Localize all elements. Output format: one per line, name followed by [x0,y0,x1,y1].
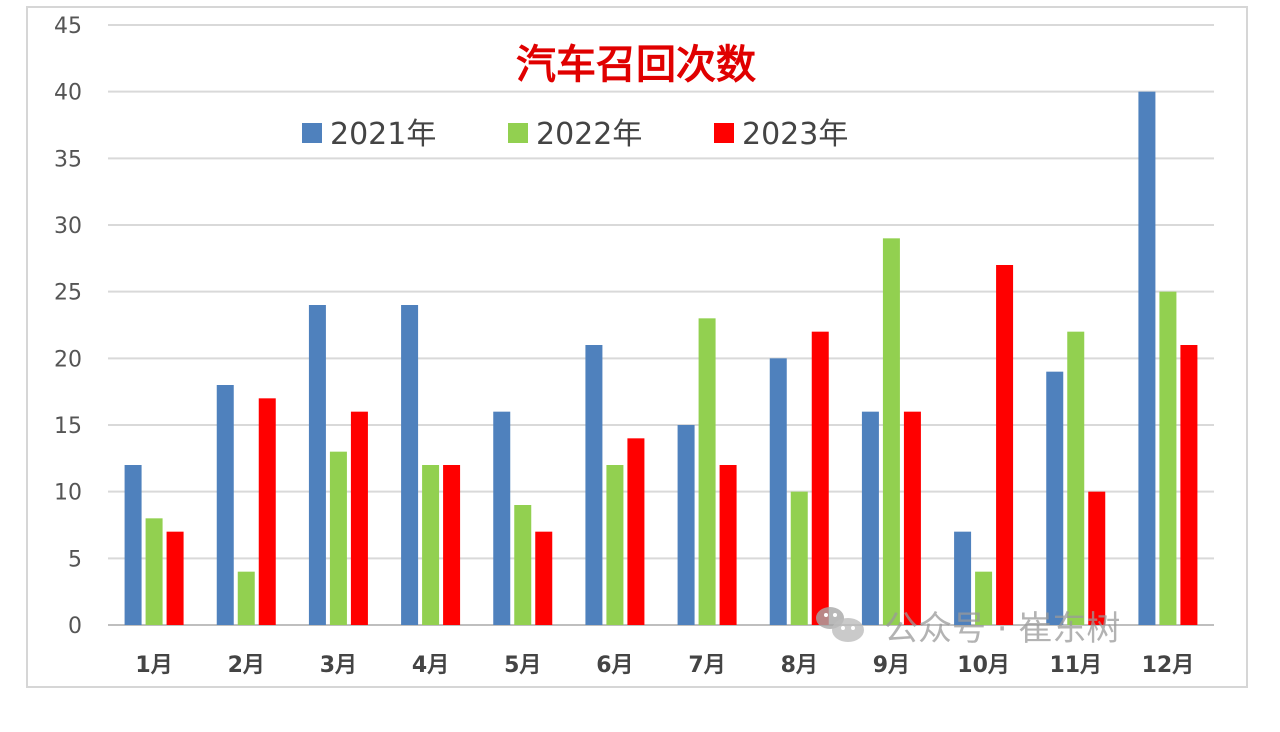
y-tick-label: 30 [54,214,82,239]
bar [1088,491,1106,625]
bar [258,398,276,625]
bar [903,411,921,625]
y-tick-label: 5 [68,547,82,572]
legend-swatch [302,123,322,143]
watermark: 公众号 · 崔东树 [816,607,1120,649]
x-tick-label: 8月 [781,653,818,678]
y-tick-label: 20 [54,347,82,372]
legend-swatch [508,123,528,143]
bar [698,318,716,625]
bar [677,425,695,625]
bar [308,305,326,625]
y-axis: 0 5 10 15 20 25 30 35 40 45 [54,14,82,639]
bar [216,385,234,625]
x-tick-label: 12月 [1142,653,1195,678]
bar [1180,345,1198,625]
bar [996,265,1014,625]
bar [975,571,993,625]
x-axis: 1月 2月 3月 4月 5月 6月 7月 8月 9月 10月 11月 12月 [135,653,1194,678]
bar [719,465,737,625]
bar [493,411,511,625]
bar [514,505,532,625]
y-tick-label: 40 [54,81,82,106]
chart-title: 汽车召回次数 [516,41,756,88]
legend-label: 2022年 [536,117,642,152]
bar [350,411,368,625]
x-tick-label: 11月 [1049,653,1102,678]
x-tick-label: 4月 [412,653,449,678]
grid-layer [108,24,1214,626]
bar [585,345,603,625]
x-tick-label: 2月 [228,653,265,678]
y-tick-label: 35 [54,147,82,172]
bar [606,465,624,625]
bar [145,518,163,625]
legend-label: 2023年 [742,117,848,152]
bar [124,465,142,625]
legend-item: 2023年 [714,117,848,152]
wechat-icon [816,607,864,642]
y-tick-label: 15 [54,414,82,439]
bar [166,531,184,625]
legend-swatch [714,123,734,143]
bar [443,465,461,625]
legend-label: 2021年 [330,117,436,152]
bar [401,305,419,625]
watermark-text: 公众号 · 崔东树 [884,609,1120,649]
bar [861,411,879,625]
x-tick-label: 3月 [320,653,357,678]
x-tick-label: 6月 [596,653,633,678]
legend-item: 2021年 [302,117,436,152]
legend-item: 2022年 [508,117,642,152]
bar [535,531,553,625]
bar [329,451,347,625]
bar [1138,91,1156,625]
bar [422,465,440,625]
bar [790,491,808,625]
bar [954,531,972,625]
x-tick-label: 9月 [873,653,910,678]
y-tick-label: 0 [68,614,82,639]
y-tick-label: 45 [54,14,82,39]
bar [237,571,255,625]
x-tick-label: 10月 [957,653,1010,678]
bars-layer [124,91,1198,626]
bar [1067,331,1085,625]
bar [627,438,645,625]
x-tick-label: 5月 [504,653,541,678]
x-tick-label: 7月 [688,653,725,678]
bar [811,331,829,625]
y-tick-label: 25 [54,281,82,306]
legend: 2021年 2022年 2023年 [302,117,848,152]
x-tick-label: 1月 [135,653,172,678]
bar [1046,371,1064,625]
bar [769,358,787,625]
bar [1159,291,1177,625]
y-tick-label: 10 [54,481,82,506]
bar [882,238,900,626]
